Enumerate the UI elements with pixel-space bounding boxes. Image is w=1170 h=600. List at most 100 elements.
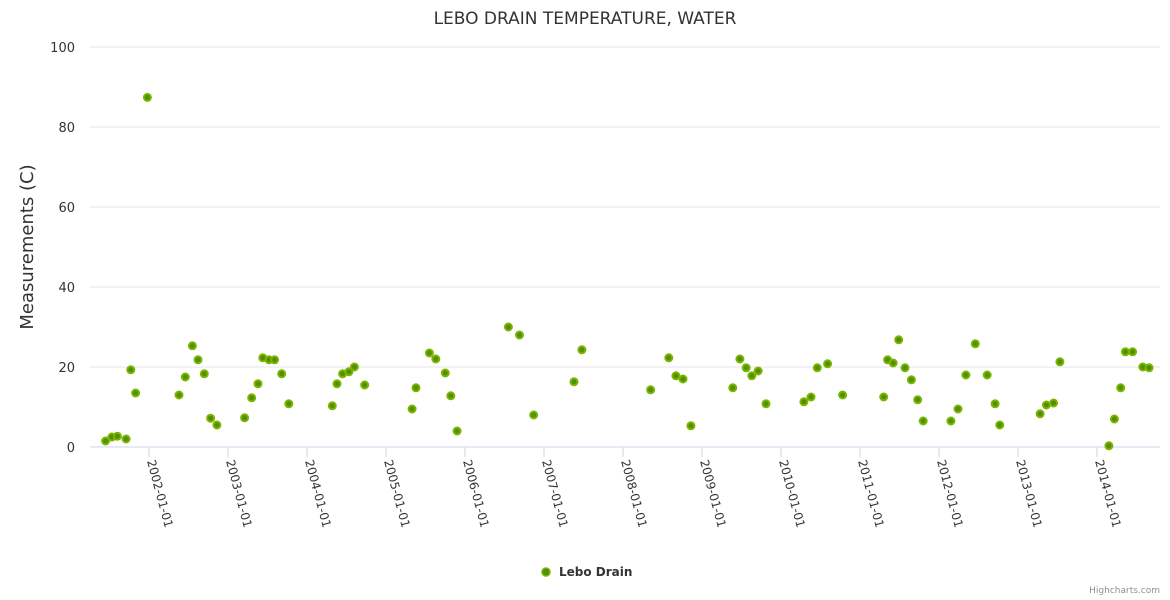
data-point[interactable] xyxy=(761,399,771,409)
y-axis-ticks: 0 20 40 60 80 100 xyxy=(50,41,75,456)
data-point[interactable] xyxy=(1116,383,1126,393)
data-point[interactable] xyxy=(646,385,656,395)
data-point[interactable] xyxy=(1035,409,1045,419)
data-point[interactable] xyxy=(671,371,681,381)
data-point[interactable] xyxy=(431,354,441,364)
data-point[interactable] xyxy=(240,413,250,423)
x-tick-label: 2003-01-01 xyxy=(223,458,255,529)
data-point[interactable] xyxy=(126,365,136,375)
y-tick-label: 60 xyxy=(58,201,75,216)
data-point[interactable] xyxy=(121,434,131,444)
data-point[interactable] xyxy=(1109,414,1119,424)
y-tick-label: 0 xyxy=(67,441,75,456)
data-point[interactable] xyxy=(407,404,417,414)
data-point[interactable] xyxy=(728,383,738,393)
data-point[interactable] xyxy=(424,348,434,358)
data-point[interactable] xyxy=(913,395,923,405)
data-point[interactable] xyxy=(187,341,197,351)
data-point[interactable] xyxy=(806,392,816,402)
data-point[interactable] xyxy=(812,363,822,373)
data-point[interactable] xyxy=(678,374,688,384)
data-point[interactable] xyxy=(918,416,928,426)
x-axis-ticks: 2002-01-01 2003-01-01 2004-01-01 2005-01-01… xyxy=(144,447,1124,529)
data-point[interactable] xyxy=(174,390,184,400)
data-point[interactable] xyxy=(961,370,971,380)
data-point[interactable] xyxy=(894,335,904,345)
legend-marker xyxy=(541,567,551,577)
data-point[interactable] xyxy=(995,420,1005,430)
data-point[interactable] xyxy=(344,367,354,377)
data-point[interactable] xyxy=(206,413,216,423)
data-point[interactable] xyxy=(247,393,257,403)
credits-link[interactable]: Highcharts.com xyxy=(1089,586,1160,596)
x-tick-label: 2008-01-01 xyxy=(618,458,650,529)
data-point[interactable] xyxy=(900,363,910,373)
x-tick-label: 2010-01-01 xyxy=(776,458,808,529)
data-point[interactable] xyxy=(1144,363,1154,373)
data-point[interactable] xyxy=(199,369,209,379)
series-lebo-drain xyxy=(101,92,1154,451)
chart-title: LEBO DRAIN TEMPERATURE, WATER xyxy=(434,9,737,29)
x-tick-label: 2009-01-01 xyxy=(697,458,729,529)
data-point[interactable] xyxy=(888,358,898,368)
data-point[interactable] xyxy=(982,370,992,380)
data-point[interactable] xyxy=(990,399,1000,409)
data-point[interactable] xyxy=(664,353,674,363)
legend[interactable]: Lebo Drain xyxy=(541,565,632,579)
x-tick-label: 2012-01-01 xyxy=(934,458,966,529)
data-point[interactable] xyxy=(1128,347,1138,357)
data-point[interactable] xyxy=(735,354,745,364)
y-tick-label: 20 xyxy=(58,361,75,376)
data-point[interactable] xyxy=(879,392,889,402)
data-point[interactable] xyxy=(946,416,956,426)
data-point[interactable] xyxy=(741,363,751,373)
data-point[interactable] xyxy=(360,380,370,390)
data-point[interactable] xyxy=(838,390,848,400)
data-point[interactable] xyxy=(452,426,462,436)
data-point[interactable] xyxy=(327,401,337,411)
data-point[interactable] xyxy=(953,404,963,414)
x-tick-label: 2004-01-01 xyxy=(302,458,334,529)
x-tick-label: 2011-01-01 xyxy=(855,458,887,529)
data-point[interactable] xyxy=(515,330,524,340)
x-tick-label: 2013-01-01 xyxy=(1013,458,1045,529)
data-point[interactable] xyxy=(446,391,456,401)
data-point[interactable] xyxy=(1120,347,1130,357)
data-point[interactable] xyxy=(753,366,763,376)
data-point[interactable] xyxy=(332,379,342,389)
data-point[interactable] xyxy=(686,421,696,431)
data-point[interactable] xyxy=(411,383,421,393)
data-point[interactable] xyxy=(270,355,280,365)
data-point[interactable] xyxy=(970,339,980,349)
legend-item-lebo-drain[interactable]: Lebo Drain xyxy=(559,565,632,579)
data-point[interactable] xyxy=(284,399,294,409)
data-point[interactable] xyxy=(1104,441,1114,451)
data-point[interactable] xyxy=(1055,357,1065,367)
data-point[interactable] xyxy=(212,420,222,430)
data-point[interactable] xyxy=(569,377,579,387)
data-point[interactable] xyxy=(112,431,122,441)
data-point[interactable] xyxy=(440,368,450,378)
data-point[interactable] xyxy=(180,372,190,382)
x-tick-label: 2007-01-01 xyxy=(539,458,571,529)
data-point[interactable] xyxy=(193,355,203,365)
data-point[interactable] xyxy=(277,369,287,379)
data-point[interactable] xyxy=(799,397,809,407)
x-tick-label: 2002-01-01 xyxy=(144,458,176,529)
data-point[interactable] xyxy=(142,92,152,102)
data-point[interactable] xyxy=(1041,400,1051,410)
x-tick-label: 2014-01-01 xyxy=(1092,458,1124,529)
data-point[interactable] xyxy=(823,359,833,369)
data-point[interactable] xyxy=(503,322,513,332)
data-point[interactable] xyxy=(1049,398,1059,408)
data-point[interactable] xyxy=(101,436,111,446)
y-tick-label: 100 xyxy=(50,41,75,56)
data-point[interactable] xyxy=(253,379,263,389)
data-point[interactable] xyxy=(577,345,587,355)
data-point[interactable] xyxy=(747,371,757,381)
data-point[interactable] xyxy=(906,375,916,385)
data-point[interactable] xyxy=(131,388,141,398)
data-point[interactable] xyxy=(349,362,359,372)
data-point[interactable] xyxy=(529,410,539,420)
